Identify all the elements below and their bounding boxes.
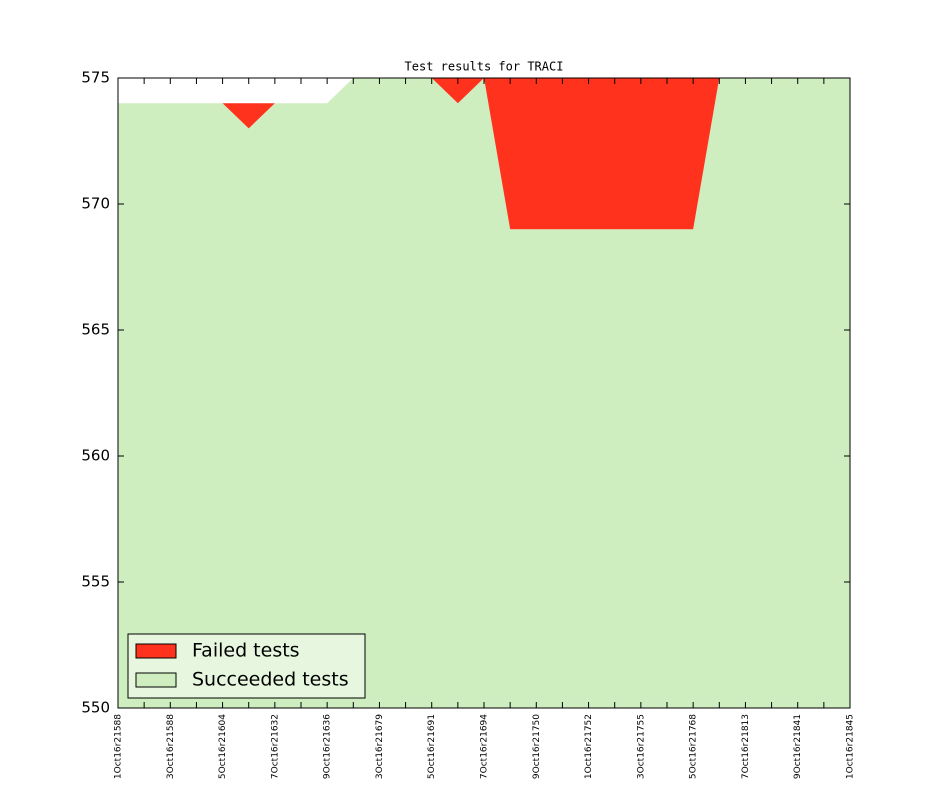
x-tick-label: 5Oct16r21604 [218, 714, 228, 779]
legend-swatch [135, 643, 177, 659]
x-tick-label: 9Oct16r21636 [323, 714, 333, 779]
y-tick-label: 560 [81, 447, 110, 465]
x-tick-label: 7Oct16r21813 [741, 714, 751, 779]
x-tick-label: 1Oct16r21752 [584, 714, 594, 779]
x-tick-label: 3Oct16r21588 [166, 714, 176, 779]
y-tick-label: 570 [81, 195, 110, 213]
y-tick-label: 565 [81, 321, 110, 339]
x-tick-label: 9Oct16r21841 [793, 714, 803, 779]
legend: Failed tests Succeeded tests [127, 633, 366, 699]
chart-title: Test results for TRACI [405, 60, 564, 74]
x-tick-label: 7Oct16r21694 [480, 714, 490, 779]
x-tick-label: 3Oct16r21679 [375, 714, 385, 779]
area-0 [118, 78, 850, 708]
y-tick-label: 550 [81, 699, 110, 717]
area-1 [118, 78, 850, 230]
y-tick-label: 575 [81, 69, 110, 87]
legend-label: Succeeded tests [192, 669, 349, 691]
legend-swatch [135, 672, 177, 688]
x-tick-label: 5Oct16r21691 [427, 714, 437, 779]
y-tick-label: 555 [81, 573, 110, 591]
x-tick-label: 1Oct16r21588 [114, 714, 124, 779]
x-tick-label: 5Oct16r21768 [689, 714, 699, 779]
axes: 550 555 560 565 570 575 1Oct16r21588 3Oct16r215… [81, 69, 855, 780]
x-tick-label: 9Oct16r21750 [532, 714, 542, 779]
x-tick-label: 7Oct16r21632 [270, 714, 280, 779]
legend-label: Failed tests [192, 640, 300, 662]
x-tick-label: 1Oct16r21845 [846, 714, 856, 779]
plot-area [118, 78, 850, 708]
x-tick-label: 3Oct16r21755 [636, 714, 646, 779]
